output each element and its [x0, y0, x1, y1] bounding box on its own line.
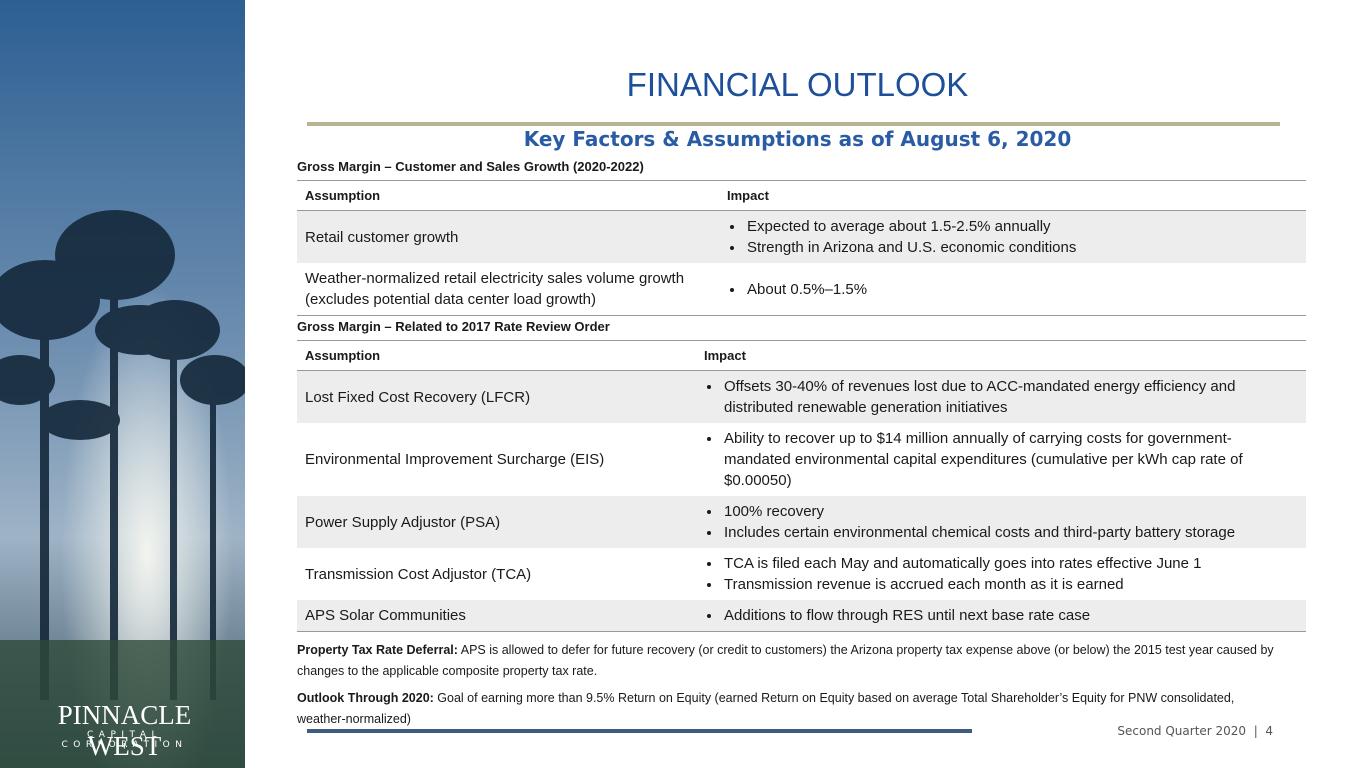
title-rule — [307, 122, 1280, 126]
assumption: Weather-normalized retail electricity sa… — [305, 270, 685, 308]
impact-item: Offsets 30-40% of revenues lost due to A… — [722, 376, 1298, 418]
side-photo — [0, 0, 245, 768]
assumption: Environmental Improvement Surcharge (EIS… — [305, 451, 605, 468]
assumption: APS Solar Communities — [305, 607, 466, 624]
impact: Offsets 30-40% of revenues lost due to A… — [704, 376, 1298, 418]
note: Property Tax Rate Deferral: APS is allow… — [297, 640, 1306, 682]
column-header: Assumption — [305, 188, 381, 203]
impact: TCA is filed each May and automatically … — [704, 553, 1201, 595]
impact-list: Expected to average about 1.5-2.5% annua… — [727, 216, 1076, 258]
section: Gross Margin – Related to 2017 Rate Revi… — [297, 316, 1306, 632]
table-row: Weather-normalized retail electricity sa… — [297, 263, 1306, 316]
impact-list: TCA is filed each May and automatically … — [704, 553, 1201, 595]
note-text: APS is allowed to defer for future recov… — [297, 643, 1274, 678]
impact-item: Transmission revenue is accrued each mon… — [722, 574, 1201, 595]
column-header: Impact — [704, 348, 746, 363]
impact: 100% recoveryIncludes certain environmen… — [704, 501, 1235, 543]
logo-name: PINNACLE WEST — [57, 700, 192, 761]
impact-item: Ability to recover up to $14 million ann… — [722, 428, 1298, 491]
note-label: Property Tax Rate Deferral: — [297, 643, 458, 657]
impact-list: 100% recoveryIncludes certain environmen… — [704, 501, 1235, 543]
footer: Second Quarter 2020 | 4 — [1117, 724, 1273, 738]
note-label: Outlook Through 2020: — [297, 691, 434, 705]
impact-item: Includes certain environmental chemical … — [722, 522, 1235, 543]
table-row: Environmental Improvement Surcharge (EIS… — [297, 423, 1306, 496]
table-header: Assumption Impact — [297, 340, 1306, 371]
column-header: Impact — [727, 188, 769, 203]
table-row: Retail customer growth Expected to averag… — [297, 211, 1306, 263]
impact: Expected to average about 1.5-2.5% annua… — [727, 216, 1076, 258]
table-row: Lost Fixed Cost Recovery (LFCR) Offsets 3… — [297, 371, 1306, 423]
impact-list: Additions to flow through RES until next… — [704, 605, 1090, 626]
impact-item: TCA is filed each May and automatically … — [722, 553, 1201, 574]
table-header: Assumption Impact — [297, 180, 1306, 211]
assumption: Transmission Cost Adjustor (TCA) — [305, 565, 532, 583]
impact: Ability to recover up to $14 million ann… — [704, 428, 1298, 491]
title: FINANCIAL OUTLOOK — [626, 66, 969, 103]
section-heading: Gross Margin – Related to 2017 Rate Revi… — [297, 319, 610, 334]
impact-item: Strength in Arizona and U.S. economic co… — [745, 237, 1076, 258]
table-row: APS Solar Communities Additions to flow t… — [297, 600, 1306, 632]
impact-item: Additions to flow through RES until next… — [722, 605, 1090, 626]
assumption: Retail customer growth — [305, 228, 459, 246]
impact: About 0.5%–1.5% — [727, 279, 867, 300]
section: Gross Margin – Customer and Sales Growth… — [297, 156, 1306, 316]
column-header: Assumption — [305, 348, 381, 363]
section-heading: Gross Margin – Customer and Sales Growth… — [297, 159, 644, 174]
assumption: Power Supply Adjustor (PSA) — [305, 513, 501, 531]
logo-tagline: CAPITAL CORPORATION — [61, 730, 188, 750]
impact-item: About 0.5%–1.5% — [745, 279, 867, 300]
impact-item: Expected to average about 1.5-2.5% annua… — [745, 216, 1076, 237]
note: Outlook Through 2020: Goal of earning mo… — [297, 688, 1306, 730]
impact-list: About 0.5%–1.5% — [727, 279, 867, 300]
table-row: Transmission Cost Adjustor (TCA) TCA is f… — [297, 548, 1306, 600]
table-row: Power Supply Adjustor (PSA) 100% recovery… — [297, 496, 1306, 548]
content: Gross Margin – Customer and Sales Growth… — [297, 156, 1306, 730]
impact-list: Ability to recover up to $14 million ann… — [704, 428, 1298, 491]
impact: Additions to flow through RES until next… — [704, 605, 1090, 626]
subtitle: Key Factors & Assumptions as of August 6… — [523, 127, 1072, 151]
footer-bar — [307, 729, 972, 733]
assumption: Lost Fixed Cost Recovery (LFCR) — [305, 388, 531, 406]
note-text: Goal of earning more than 9.5% Return on… — [297, 691, 1235, 726]
impact-item: 100% recovery — [722, 501, 1235, 522]
impact-list: Offsets 30-40% of revenues lost due to A… — [704, 376, 1298, 418]
